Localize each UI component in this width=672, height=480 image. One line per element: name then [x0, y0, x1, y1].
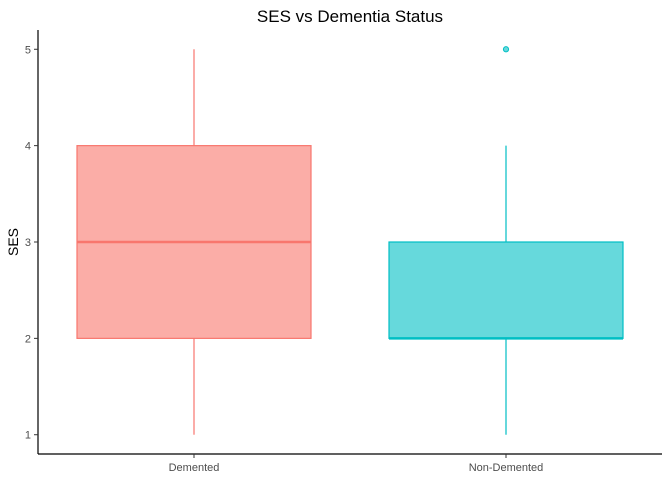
y-axis-ticks: 1 2 3 4 5: [25, 44, 38, 442]
box-group-non-demented: [388, 46, 624, 435]
plot-area: [76, 46, 624, 435]
y-tick-label: 4: [25, 141, 31, 153]
outlier-point: [502, 46, 510, 53]
y-tick-label: 1: [25, 430, 31, 442]
iqr-box: [388, 241, 624, 339]
x-axis-ticks: Demented Non-Demented: [169, 454, 544, 474]
x-tick-label: Non-Demented: [469, 462, 544, 474]
y-tick-label: 5: [25, 44, 31, 56]
x-tick-label: Demented: [169, 462, 220, 474]
box-group-demented: [76, 49, 312, 435]
y-tick-label: 3: [25, 237, 31, 249]
y-tick-label: 2: [25, 333, 31, 345]
chart-title: SES vs Dementia Status: [257, 7, 443, 26]
y-axis-title: SES: [5, 228, 21, 256]
